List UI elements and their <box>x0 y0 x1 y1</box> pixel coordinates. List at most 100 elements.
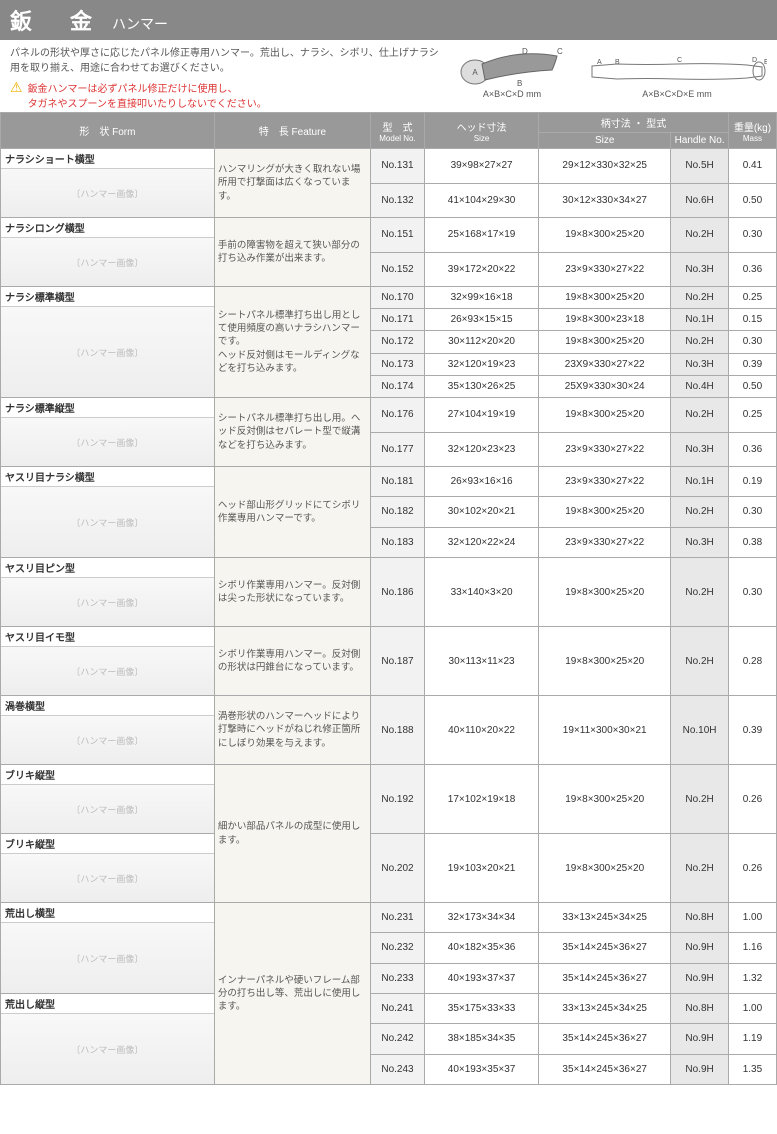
hsize-cell: 19×8×300×25×20 <box>539 834 671 903</box>
hsize-cell: 19×8×300×25×20 <box>539 497 671 527</box>
head-cell: 35×130×26×25 <box>425 375 539 397</box>
hsize-cell: 33×13×245×34×25 <box>539 903 671 933</box>
svg-text:B: B <box>615 59 620 66</box>
model-cell: No.152 <box>370 252 424 287</box>
hno-cell: No.9H <box>671 963 729 993</box>
mass-cell: 1.00 <box>728 994 776 1024</box>
form-cell: ブリキ縦型〔ハンマー画像〕 <box>1 765 215 834</box>
mass-cell: 0.30 <box>728 558 776 627</box>
mass-cell: 0.28 <box>728 627 776 696</box>
model-cell: No.243 <box>370 1054 424 1084</box>
feature-cell: 細かい部品パネルの成型に使用します。 <box>214 765 370 903</box>
hno-cell: No.8H <box>671 994 729 1024</box>
table-row: ナラシショート横型〔ハンマー画像〕ハンマリングが大きく取れない場所用で打撃面は広… <box>1 149 777 184</box>
mass-cell: 1.35 <box>728 1054 776 1084</box>
form-cell: ヤスリ目ピン型〔ハンマー画像〕 <box>1 558 215 627</box>
hsize-cell: 19×8×300×23×18 <box>539 309 671 331</box>
head-cell: 32×99×16×18 <box>425 287 539 309</box>
hsize-cell: 23×9×330×27×22 <box>539 252 671 287</box>
table-row: 荒出し縦型〔ハンマー画像〕No.24135×175×33×3333×13×245… <box>1 994 777 1024</box>
svg-text:B: B <box>517 79 522 88</box>
head-cell: 19×103×20×21 <box>425 834 539 903</box>
feature-cell: シートパネル標準打ち出し用。ヘッド反対側はセパレート型で縦溝などを打ち込みます。 <box>214 398 370 467</box>
head-cell: 32×120×23×23 <box>425 432 539 467</box>
th-mass: 重量(kg)Mass <box>728 113 776 149</box>
table-row: ブリキ縦型〔ハンマー画像〕細かい部品パネルの成型に使用します。No.19217×… <box>1 765 777 834</box>
th-feature: 特 長 Feature <box>214 113 370 149</box>
model-cell: No.173 <box>370 353 424 375</box>
hno-cell: No.2H <box>671 765 729 834</box>
head-diagram: A B C D A×B×C×D mm <box>457 44 567 99</box>
mass-cell: 0.19 <box>728 467 776 497</box>
table-row: 渦巻横型〔ハンマー画像〕渦巻形状のハンマーヘッドにより打撃時にヘッドがねじれ修正… <box>1 696 777 765</box>
mass-cell: 0.41 <box>728 149 776 184</box>
mass-cell: 1.00 <box>728 903 776 933</box>
mass-cell: 0.36 <box>728 432 776 467</box>
form-cell: 渦巻横型〔ハンマー画像〕 <box>1 696 215 765</box>
head-cell: 32×173×34×34 <box>425 903 539 933</box>
model-cell: No.182 <box>370 497 424 527</box>
form-name: ナラシ標準横型 <box>1 287 214 307</box>
warning-icon: ⚠ <box>10 80 23 94</box>
hno-cell: No.2H <box>671 398 729 433</box>
hammer-image: 〔ハンマー画像〕 <box>1 487 214 557</box>
head-cell: 38×185×34×35 <box>425 1024 539 1054</box>
hsize-cell: 19×8×300×25×20 <box>539 331 671 353</box>
hsize-cell: 19×11×300×30×21 <box>539 696 671 765</box>
hammer-image: 〔ハンマー画像〕 <box>1 307 214 397</box>
model-cell: No.174 <box>370 375 424 397</box>
feature-cell: 渦巻形状のハンマーヘッドにより打撃時にヘッドがねじれ修正箇所にしぼり効果を与えま… <box>214 696 370 765</box>
hno-cell: No.1H <box>671 309 729 331</box>
model-cell: No.183 <box>370 527 424 557</box>
hammer-image: 〔ハンマー画像〕 <box>1 923 214 993</box>
form-cell: 荒出し縦型〔ハンマー画像〕 <box>1 994 215 1085</box>
hno-cell: No.2H <box>671 558 729 627</box>
spec-table: 形 状 Form 特 長 Feature 型 式Model No. ヘッド寸法S… <box>0 112 777 1085</box>
hsize-cell: 35×14×245×36×27 <box>539 963 671 993</box>
hsize-cell: 23×9×330×27×22 <box>539 467 671 497</box>
form-cell: ナラシ標準横型〔ハンマー画像〕 <box>1 287 215 398</box>
hsize-cell: 19×8×300×25×20 <box>539 558 671 627</box>
svg-text:C: C <box>557 47 563 56</box>
hammer-image: 〔ハンマー画像〕 <box>1 169 214 217</box>
handle-dim-label: A×B×C×D×E mm <box>587 89 767 99</box>
th-hno: Handle No. <box>671 133 729 149</box>
model-cell: No.188 <box>370 696 424 765</box>
mass-cell: 0.26 <box>728 765 776 834</box>
caution-text: 鈑金ハンマーは必ずパネル修正だけに使用し、 タガネやスプーンを直接叩いたりしない… <box>28 80 267 110</box>
hno-cell: No.9H <box>671 1024 729 1054</box>
head-cell: 40×193×35×37 <box>425 1054 539 1084</box>
hno-cell: No.10H <box>671 696 729 765</box>
th-handle: 柄寸法 ・ 型式 <box>539 113 729 133</box>
head-cell: 32×120×22×24 <box>425 527 539 557</box>
model-cell: No.202 <box>370 834 424 903</box>
page-title-sub: ハンマー <box>112 14 168 34</box>
model-cell: No.177 <box>370 432 424 467</box>
hno-cell: No.2H <box>671 287 729 309</box>
hsize-cell: 35×14×245×36×27 <box>539 1054 671 1084</box>
table-row: ヤスリ目ピン型〔ハンマー画像〕シボリ作業専用ハンマー。反対側は尖った形状になって… <box>1 558 777 627</box>
table-row: ヤスリ目イモ型〔ハンマー画像〕シボリ作業専用ハンマー。反対側の形状は円錐台になっ… <box>1 627 777 696</box>
handle-diagram: A B C D E A×B×C×D×E mm <box>587 54 767 99</box>
hsize-cell: 19×8×300×25×20 <box>539 287 671 309</box>
hsize-cell: 23×9×330×27×22 <box>539 432 671 467</box>
mass-cell: 0.26 <box>728 834 776 903</box>
hammer-image: 〔ハンマー画像〕 <box>1 854 214 902</box>
form-name: 渦巻横型 <box>1 696 214 716</box>
hno-cell: No.3H <box>671 353 729 375</box>
model-cell: No.151 <box>370 218 424 253</box>
hno-cell: No.2H <box>671 497 729 527</box>
head-cell: 27×104×19×19 <box>425 398 539 433</box>
hammer-image: 〔ハンマー画像〕 <box>1 418 214 466</box>
svg-text:C: C <box>677 57 682 64</box>
hno-cell: No.2H <box>671 331 729 353</box>
page-title-main: 鈑 金 <box>10 4 100 36</box>
model-cell: No.186 <box>370 558 424 627</box>
top-area: パネルの形状や厚さに応じたパネル修正専用ハンマー。荒出し、ナラシ、シボリ、仕上げ… <box>0 40 777 112</box>
diagrams: A B C D A×B×C×D mm A B C D E A×B×C×D×E m… <box>457 40 777 99</box>
hsize-cell: 19×8×300×25×20 <box>539 218 671 253</box>
title-bar: 鈑 金 ハンマー <box>0 0 777 40</box>
table-row: ブリキ縦型〔ハンマー画像〕No.20219×103×20×2119×8×300×… <box>1 834 777 903</box>
model-cell: No.242 <box>370 1024 424 1054</box>
head-cell: 39×98×27×27 <box>425 149 539 184</box>
